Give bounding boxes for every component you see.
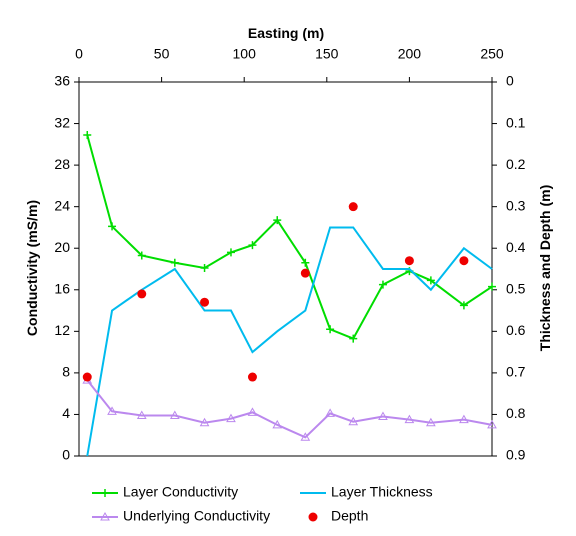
- depth-point: [137, 289, 147, 299]
- layer-thickness-line: [86, 226, 493, 457]
- x-tick-label: 200: [398, 46, 422, 62]
- series-underlying-conductivity: [82, 375, 497, 441]
- y-right-tick-label: 0.3: [506, 197, 526, 213]
- legend-item-depth: Depth: [308, 508, 368, 524]
- y-right-tick-label: 0.4: [506, 239, 526, 255]
- y-right-tick-label: 0.5: [506, 280, 526, 296]
- layer-conductivity-point: [273, 216, 282, 225]
- x-tick-label: 150: [315, 46, 339, 62]
- y-left-tick-label: 28: [54, 156, 70, 172]
- legend-label: Depth: [331, 508, 368, 524]
- y-left-tick-label: 24: [54, 197, 70, 213]
- depth-point: [404, 256, 414, 266]
- layer-conductivity-line: [86, 134, 493, 340]
- layer-conductivity-point: [226, 248, 235, 257]
- underlying-conductivity-point: [247, 407, 258, 416]
- layer-conductivity-point: [248, 241, 257, 250]
- underlying-conductivity-point: [487, 419, 497, 429]
- x-tick-label: 250: [480, 46, 504, 62]
- legend-swatch-marker: [308, 512, 318, 522]
- y-left-tick-label: 4: [62, 405, 70, 421]
- layer-conductivity-point: [200, 263, 209, 272]
- layer-conductivity-point: [301, 258, 310, 267]
- underlying-conductivity-point: [404, 414, 415, 424]
- layer-conductivity-point: [459, 301, 468, 310]
- underlying-conductivity-point: [107, 406, 117, 415]
- y-right-tick-label: 0.2: [506, 156, 526, 172]
- underlying-conductivity-point: [426, 417, 436, 427]
- y-left-tick-label: 16: [54, 280, 70, 296]
- series-layer-conductivity: [83, 130, 496, 343]
- underlying-conductivity-point: [300, 432, 311, 441]
- legend-item-layer-conductivity: Layer Conductivity: [92, 484, 238, 500]
- layer-conductivity-point: [326, 325, 335, 334]
- x-tick-label: 50: [154, 46, 170, 62]
- layer-conductivity-point: [378, 280, 387, 289]
- depth-point: [300, 268, 310, 278]
- legend-swatch-marker: [101, 489, 109, 497]
- series-depth: [82, 202, 469, 382]
- underlying-conductivity-line: [86, 379, 493, 439]
- legend-label: Layer Thickness: [331, 484, 433, 500]
- y-right-tick-label: 0.1: [506, 114, 526, 130]
- x-tick-label: 0: [75, 46, 83, 62]
- underlying-conductivity-point: [136, 410, 147, 419]
- underlying-conductivity-point: [199, 417, 210, 427]
- y-left-tick-label: 0: [62, 447, 70, 463]
- layer-conductivity-point: [108, 222, 117, 231]
- depth-point: [459, 256, 469, 266]
- underlying-conductivity-point: [348, 416, 359, 426]
- x-tick-label: 100: [233, 46, 257, 62]
- y-right-tick-label: 0: [506, 73, 514, 89]
- layer-conductivity-point: [488, 282, 496, 291]
- legend-item-underlying-conductivity: Underlying Conductivity: [92, 508, 270, 524]
- legend-swatch-marker: [100, 511, 110, 521]
- layer-conductivity-point: [137, 251, 146, 260]
- y-axis-left-title: Conductivity (mS/m): [24, 200, 40, 336]
- layer-conductivity-point: [83, 130, 92, 139]
- series-layer-thickness: [86, 226, 493, 457]
- y-right-tick-label: 0.9: [506, 447, 526, 463]
- y-left-tick-label: 36: [54, 73, 70, 89]
- depth-point: [247, 372, 257, 382]
- y-right-tick-label: 0.8: [506, 405, 526, 421]
- layer-conductivity-point: [349, 334, 358, 343]
- y-right-tick-label: 0.6: [506, 322, 526, 338]
- underlying-conductivity-point: [226, 413, 236, 423]
- y-axis-right-title: Thickness and Depth (m): [537, 185, 553, 351]
- legend-label: Underlying Conductivity: [123, 508, 270, 524]
- layer-conductivity-point: [426, 276, 435, 285]
- legend-label: Layer Conductivity: [123, 484, 238, 500]
- plot-frame: [78, 81, 493, 457]
- underlying-conductivity-point: [272, 419, 283, 429]
- y-left-tick-label: 20: [54, 239, 70, 255]
- series-layer: [82, 130, 497, 457]
- y-right-tick-label: 0.7: [506, 364, 526, 380]
- legend-item-layer-thickness: Layer Thickness: [300, 484, 433, 500]
- underlying-conductivity-point: [169, 410, 180, 419]
- y-left-tick-label: 12: [54, 322, 70, 338]
- legend: Layer Conductivity Layer Thickness Underly…: [92, 484, 433, 524]
- depth-point: [82, 372, 92, 382]
- depth-point: [348, 202, 358, 212]
- underlying-conductivity-point: [325, 408, 335, 417]
- underlying-conductivity-point: [378, 411, 388, 421]
- underlying-conductivity-point: [459, 414, 469, 424]
- y-left-tick-label: 32: [54, 114, 70, 130]
- depth-point: [200, 297, 210, 307]
- x-axis-title: Easting (m): [248, 25, 324, 41]
- y-left-tick-label: 8: [62, 364, 70, 380]
- layer-conductivity-point: [170, 258, 179, 267]
